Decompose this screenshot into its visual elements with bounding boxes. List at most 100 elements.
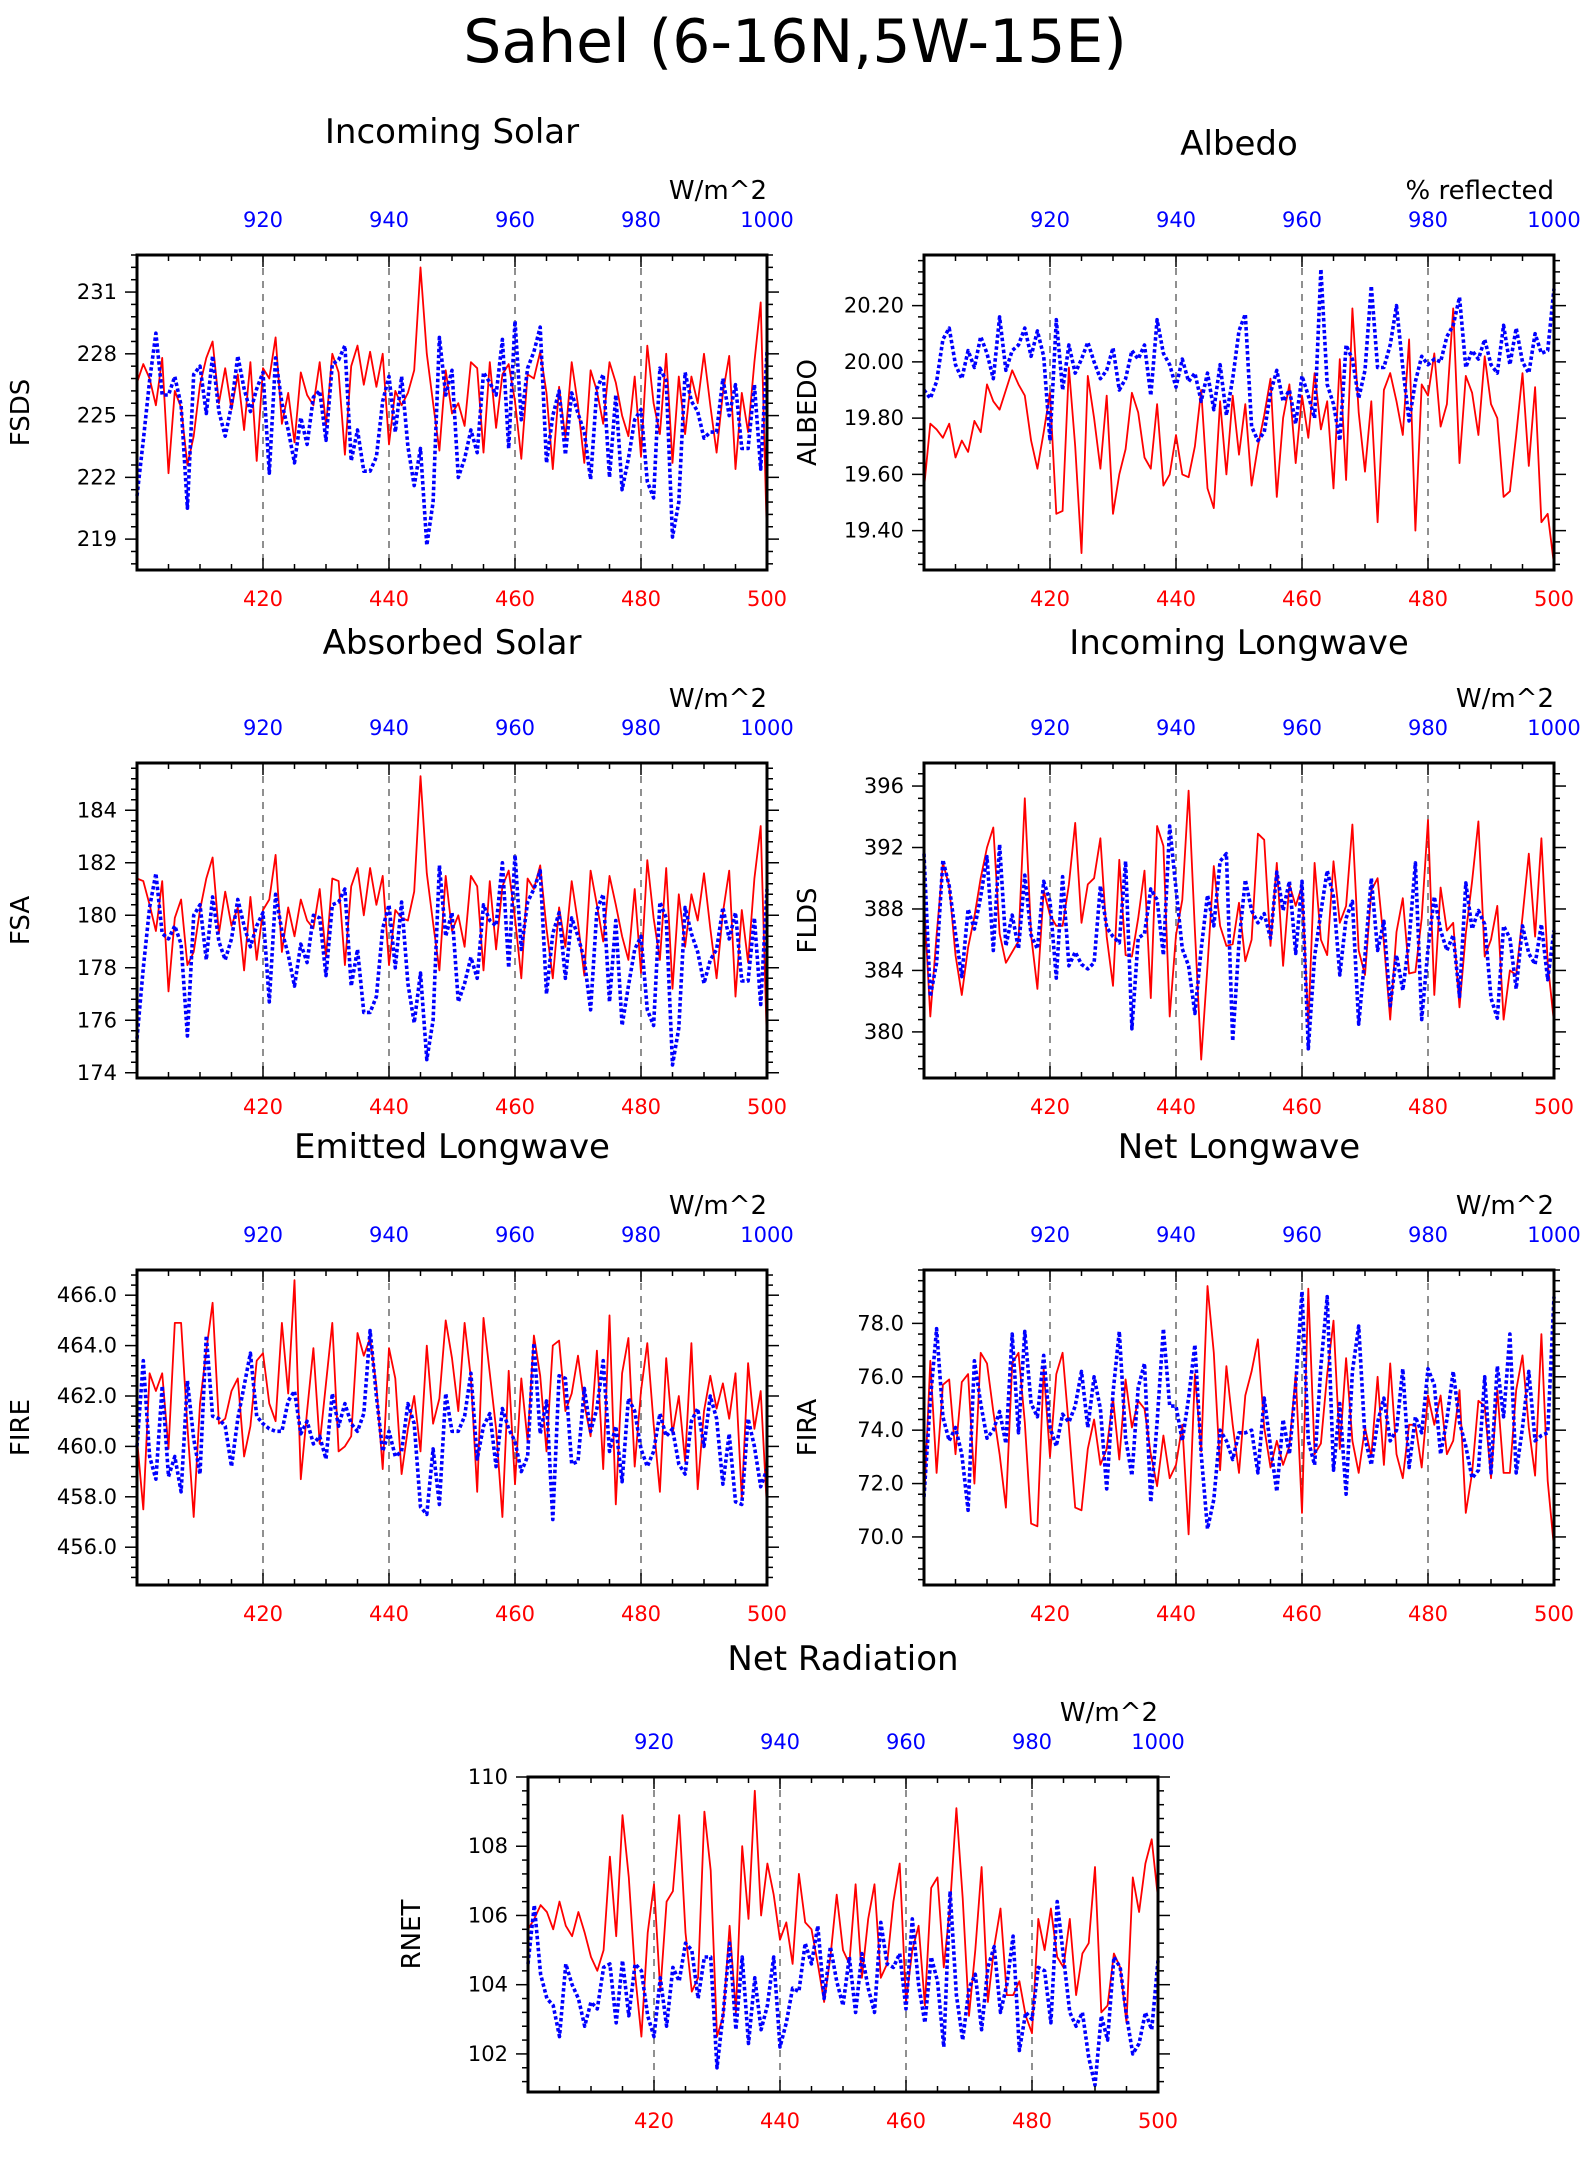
x-top-tick-label: 940 bbox=[369, 208, 409, 232]
y-tick-label: 456.0 bbox=[57, 1535, 117, 1559]
x-top-tick-label: 1000 bbox=[1131, 1730, 1184, 1754]
units-label: W/m^2 bbox=[1060, 1698, 1158, 1728]
y-tick-label: 78.0 bbox=[857, 1311, 904, 1335]
y-tick-label: 74.0 bbox=[857, 1418, 904, 1442]
y-tick-label: 396 bbox=[864, 774, 904, 798]
y-tick-label: 19.80 bbox=[844, 406, 904, 430]
x-top-tick-label: 980 bbox=[621, 208, 661, 232]
y-axis-label: FSDS bbox=[6, 379, 36, 447]
x-top-tick-label: 960 bbox=[495, 716, 535, 740]
red-series-line bbox=[136, 266, 768, 542]
panel-title: Net Radiation bbox=[727, 1639, 958, 1679]
x-tick-label: 420 bbox=[243, 1602, 283, 1626]
units-label: W/m^2 bbox=[669, 684, 767, 714]
x-top-tick-label: 980 bbox=[621, 716, 661, 740]
x-tick-label: 480 bbox=[1408, 1095, 1448, 1119]
x-tick-label: 460 bbox=[1282, 587, 1322, 611]
x-top-tick-label: 940 bbox=[760, 1730, 800, 1754]
figure-title: Sahel (6-16N,5W-15E) bbox=[463, 7, 1126, 77]
blue-series-line bbox=[135, 1328, 769, 1522]
red-series-line bbox=[923, 789, 1555, 1061]
y-tick-label: 380 bbox=[864, 1020, 904, 1044]
y-tick-label: 72.0 bbox=[857, 1472, 904, 1496]
x-top-tick-label: 1000 bbox=[1527, 716, 1580, 740]
x-top-tick-label: 940 bbox=[1156, 1223, 1196, 1247]
y-axis-label: FLDS bbox=[793, 888, 823, 954]
y-tick-label: 182 bbox=[77, 851, 117, 875]
plot-frame bbox=[922, 761, 1556, 1080]
x-tick-label: 500 bbox=[1534, 1602, 1574, 1626]
x-tick-label: 440 bbox=[1156, 1095, 1196, 1119]
blue-series-line bbox=[135, 319, 769, 548]
y-tick-label: 460.0 bbox=[57, 1434, 117, 1458]
y-tick-label: 388 bbox=[864, 897, 904, 921]
x-tick-label: 420 bbox=[1030, 1602, 1070, 1626]
x-top-tick-label: 920 bbox=[243, 1223, 283, 1247]
x-tick-label: 480 bbox=[621, 1095, 661, 1119]
x-tick-label: 440 bbox=[369, 587, 409, 611]
y-tick-label: 466.0 bbox=[57, 1283, 117, 1307]
x-top-tick-label: 1000 bbox=[740, 208, 793, 232]
x-tick-label: 480 bbox=[1408, 1602, 1448, 1626]
panel-fire: Emitted Longwave W/m^2 420 440 460 480 500 920 9… bbox=[6, 1127, 794, 1626]
x-tick-label: 480 bbox=[1408, 587, 1448, 611]
units-label: % reflected bbox=[1406, 176, 1554, 206]
panel-albedo: Albedo % reflected 420 440 460 480 500 920 940 96… bbox=[793, 124, 1581, 611]
x-tick-label: 480 bbox=[621, 587, 661, 611]
x-top-tick-label: 920 bbox=[1030, 1223, 1070, 1247]
panel-title: Emitted Longwave bbox=[294, 1127, 610, 1167]
panel-fsds: Incoming Solar W/m^2 420 440 460 480 500 920 940… bbox=[6, 112, 794, 611]
x-tick-label: 500 bbox=[1534, 587, 1574, 611]
panels: Incoming Solar W/m^2 420 440 460 480 500 920 940… bbox=[6, 112, 1581, 2133]
x-top-tick-label: 920 bbox=[243, 716, 283, 740]
y-tick-label: 178 bbox=[77, 956, 117, 980]
x-top-tick-label: 920 bbox=[243, 208, 283, 232]
x-tick-label: 480 bbox=[1012, 2109, 1052, 2133]
red-series-line bbox=[923, 1285, 1555, 1548]
y-tick-label: 110 bbox=[468, 1765, 508, 1789]
x-tick-label: 460 bbox=[495, 1602, 535, 1626]
y-tick-label: 392 bbox=[864, 836, 904, 860]
x-top-tick-label: 920 bbox=[634, 1730, 674, 1754]
y-tick-label: 70.0 bbox=[857, 1525, 904, 1549]
panel-title: Incoming Longwave bbox=[1069, 623, 1409, 663]
x-top-tick-label: 960 bbox=[1282, 208, 1322, 232]
x-top-tick-label: 960 bbox=[495, 1223, 535, 1247]
x-tick-label: 480 bbox=[621, 1602, 661, 1626]
red-series-line bbox=[527, 1789, 1159, 2038]
x-tick-label: 420 bbox=[243, 587, 283, 611]
x-top-tick-label: 980 bbox=[1408, 208, 1448, 232]
y-tick-label: 184 bbox=[77, 798, 117, 822]
red-series-line bbox=[136, 1279, 768, 1518]
x-top-tick-label: 920 bbox=[1030, 716, 1070, 740]
panel-title: Albedo bbox=[1180, 124, 1298, 164]
units-label: W/m^2 bbox=[1456, 684, 1554, 714]
blue-series-line bbox=[526, 1889, 1160, 2087]
x-top-tick-label: 940 bbox=[369, 1223, 409, 1247]
x-tick-label: 420 bbox=[634, 2109, 674, 2133]
panel-title: Incoming Solar bbox=[325, 112, 579, 152]
x-tick-label: 500 bbox=[747, 1095, 787, 1119]
blue-series-line bbox=[922, 824, 1556, 1051]
y-tick-label: 231 bbox=[77, 280, 117, 304]
x-top-tick-label: 980 bbox=[621, 1223, 661, 1247]
panel-flds: Incoming Longwave W/m^2 420 440 460 480 500 920… bbox=[793, 623, 1581, 1119]
y-tick-label: 458.0 bbox=[57, 1485, 117, 1509]
red-series-line bbox=[923, 307, 1555, 565]
x-tick-label: 440 bbox=[1156, 1602, 1196, 1626]
x-top-tick-label: 1000 bbox=[740, 716, 793, 740]
x-top-tick-label: 940 bbox=[369, 716, 409, 740]
x-tick-label: 460 bbox=[495, 1095, 535, 1119]
x-top-tick-label: 960 bbox=[1282, 716, 1322, 740]
y-tick-label: 174 bbox=[77, 1061, 117, 1085]
x-top-tick-label: 980 bbox=[1012, 1730, 1052, 1754]
x-tick-label: 440 bbox=[760, 2109, 800, 2133]
y-tick-label: 104 bbox=[468, 1973, 508, 1997]
x-tick-label: 460 bbox=[1282, 1095, 1322, 1119]
y-tick-label: 228 bbox=[77, 342, 117, 366]
y-tick-label: 225 bbox=[77, 404, 117, 428]
y-axis-label: RNET bbox=[397, 1899, 427, 1969]
x-top-tick-label: 960 bbox=[886, 1730, 926, 1754]
x-top-tick-label: 1000 bbox=[740, 1223, 793, 1247]
